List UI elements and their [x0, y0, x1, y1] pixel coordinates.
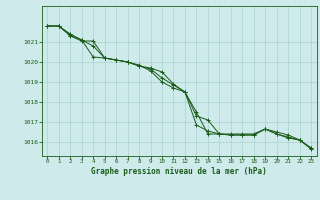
X-axis label: Graphe pression niveau de la mer (hPa): Graphe pression niveau de la mer (hPa)	[91, 167, 267, 176]
